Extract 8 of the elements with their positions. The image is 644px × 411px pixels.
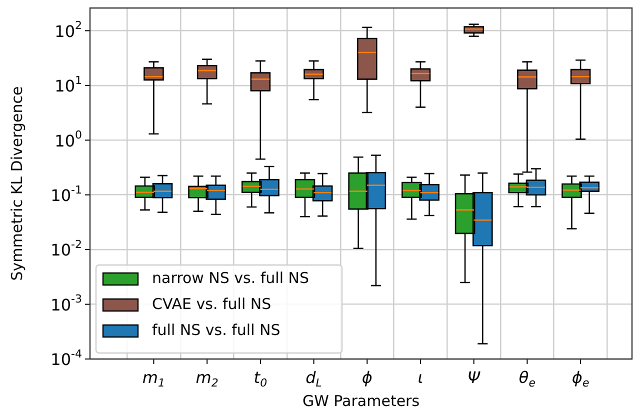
x-tick-label: ι — [418, 368, 424, 388]
legend-label: CVAE vs. full NS — [152, 294, 272, 313]
legend-label: narrow NS vs. full NS — [152, 268, 310, 287]
legend-label: full NS vs. full NS — [152, 320, 280, 339]
x-axis-title: GW Parameters — [302, 392, 420, 410]
x-tick-label: Ψ — [468, 368, 481, 388]
y-axis-title: Symmetric KL Divergence — [8, 86, 26, 281]
x-tick-label: ϕ — [362, 368, 373, 388]
